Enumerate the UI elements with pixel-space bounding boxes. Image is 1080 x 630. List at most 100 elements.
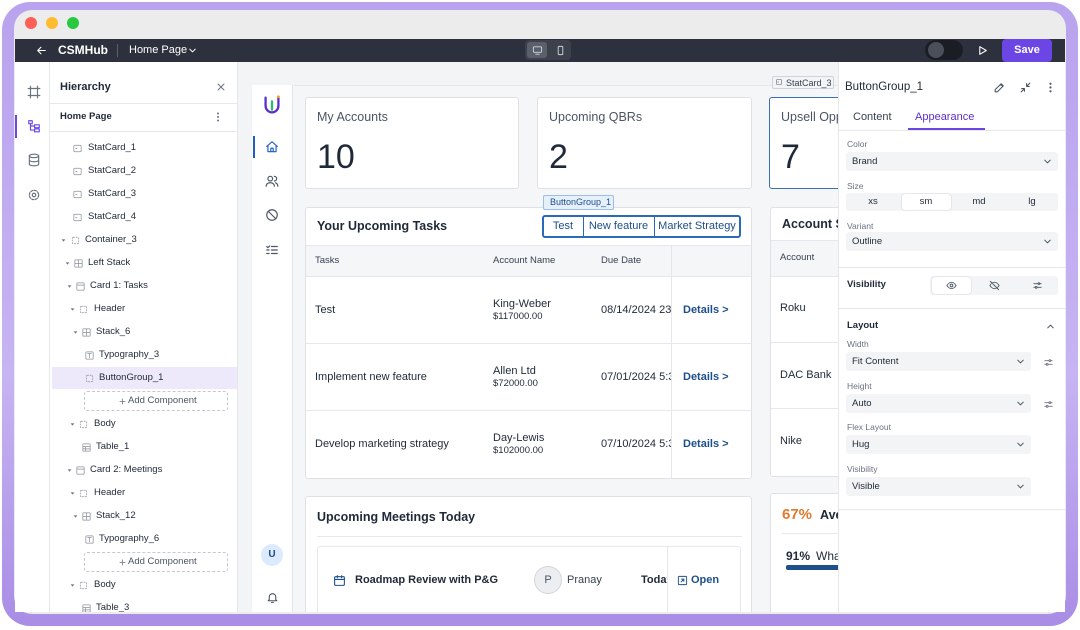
field-label: Color (847, 139, 868, 149)
button-group-tag (543, 195, 614, 210)
stat-title: Upcoming QBRs (549, 110, 643, 124)
caret (61, 238, 65, 242)
select-chevron (1043, 159, 1051, 164)
tree-item[interactable]: Card 2: Meetings (90, 464, 163, 475)
tree-item[interactable]: StatCard_1 (88, 142, 137, 153)
due-date: 07/10/2024 5:3 (601, 438, 671, 450)
size-option[interactable]: xs (868, 196, 878, 207)
tree-item[interactable]: Body (94, 579, 116, 590)
node-icon (85, 374, 93, 382)
details-link[interactable]: Details > (683, 371, 729, 383)
select-value[interactable]: Hug (852, 438, 870, 450)
tree-item[interactable]: Table_1 (96, 441, 130, 452)
group-button-label[interactable]: Market Strategy (658, 220, 736, 232)
add-component-label[interactable]: Add Component (128, 556, 197, 567)
tree-item[interactable]: StatCard_3 (88, 188, 137, 199)
select-value[interactable]: Brand (852, 155, 878, 167)
tab[interactable]: Appearance (915, 111, 975, 123)
size-option[interactable]: sm (919, 196, 933, 207)
add-component[interactable] (84, 391, 228, 411)
tree-item[interactable]: Card 1: Tasks (90, 280, 148, 291)
select[interactable] (846, 352, 1031, 371)
amount: $102000.00 (493, 445, 544, 456)
tree-item[interactable]: Header (94, 303, 126, 314)
nav-active (253, 136, 255, 158)
details-link[interactable]: Details > (683, 438, 729, 450)
save-button[interactable] (1002, 39, 1052, 62)
select[interactable] (846, 232, 1058, 251)
calendar-icon (333, 574, 345, 586)
selection-tag (772, 76, 834, 89)
tree-item[interactable]: Left Stack (88, 257, 131, 268)
select-value[interactable]: Outline (852, 235, 883, 247)
mobile-icon (557, 45, 563, 55)
group-button-label[interactable]: Test (552, 220, 574, 232)
caret (70, 583, 74, 587)
tree-item[interactable]: StatCard_2 (88, 165, 137, 176)
advanced-icon (1043, 400, 1053, 408)
section-chevron (1046, 324, 1054, 328)
node-icon (72, 213, 82, 221)
select[interactable] (846, 394, 1031, 413)
tree-item[interactable]: Stack_12 (96, 510, 136, 521)
device-active[interactable] (527, 42, 547, 58)
stat-card[interactable] (537, 97, 752, 189)
rail-icon (28, 189, 40, 201)
select-chevron (1016, 359, 1024, 364)
page-name[interactable]: Home Page (129, 44, 188, 56)
open-link[interactable]: Open (691, 574, 720, 586)
select-value[interactable]: Visible (852, 480, 880, 492)
add-component-label[interactable]: Add Component (128, 395, 197, 406)
tree-item[interactable]: Container_3 (85, 234, 137, 245)
window-control[interactable] (67, 17, 79, 29)
select-chevron (1016, 401, 1024, 406)
tree-item[interactable]: StatCard_4 (88, 211, 137, 222)
tree-item[interactable]: Typography_3 (99, 349, 160, 360)
tree-item[interactable]: ButtonGroup_1 (99, 372, 164, 383)
divider (838, 509, 1065, 510)
divider (50, 131, 237, 132)
window-control[interactable] (46, 17, 58, 29)
select-value[interactable]: Auto (852, 397, 872, 409)
stat-value: 10 (317, 138, 355, 176)
tree-item[interactable]: Table_3 (96, 602, 130, 612)
node-icon (73, 258, 83, 268)
tree-item[interactable]: Typography_6 (99, 533, 160, 544)
amount: $72000.00 (493, 378, 538, 389)
select-chevron (1016, 484, 1024, 489)
select[interactable] (846, 152, 1058, 171)
page-chevron (188, 48, 196, 52)
account-row: Roku (780, 302, 806, 314)
group-button-label[interactable]: New feature (588, 220, 649, 232)
stat-card[interactable] (769, 97, 838, 189)
stat-card[interactable] (305, 97, 519, 189)
tree-item[interactable]: Body (94, 418, 116, 429)
back-icon (36, 46, 46, 54)
select-chevron (1016, 442, 1024, 447)
select[interactable] (846, 477, 1031, 496)
node-icon (81, 511, 91, 521)
tree-item[interactable]: Header (94, 487, 126, 498)
selected-row (52, 367, 237, 389)
account-row: DAC Bank (780, 368, 832, 381)
select[interactable] (846, 435, 1031, 454)
group-button[interactable] (654, 217, 740, 236)
node-icon (81, 442, 91, 452)
window-control[interactable] (25, 17, 37, 29)
add-component[interactable] (84, 552, 228, 572)
node-icon (79, 581, 87, 589)
caret (65, 261, 69, 265)
card-title: Account S (782, 217, 838, 231)
size-option[interactable]: md (972, 196, 986, 207)
size-option[interactable]: lg (1028, 196, 1036, 207)
details-link[interactable]: Details > (683, 304, 729, 316)
select-value[interactable]: Fit Content (852, 355, 899, 367)
field-label: Flex Layout (847, 422, 891, 432)
group-button[interactable] (583, 217, 654, 236)
tree-item[interactable]: Stack_6 (96, 326, 131, 337)
node-icon (84, 534, 94, 544)
divider (782, 533, 838, 534)
plus-icon (119, 398, 125, 404)
save-label[interactable]: Save (1014, 44, 1040, 56)
tab[interactable]: Content (853, 111, 892, 123)
